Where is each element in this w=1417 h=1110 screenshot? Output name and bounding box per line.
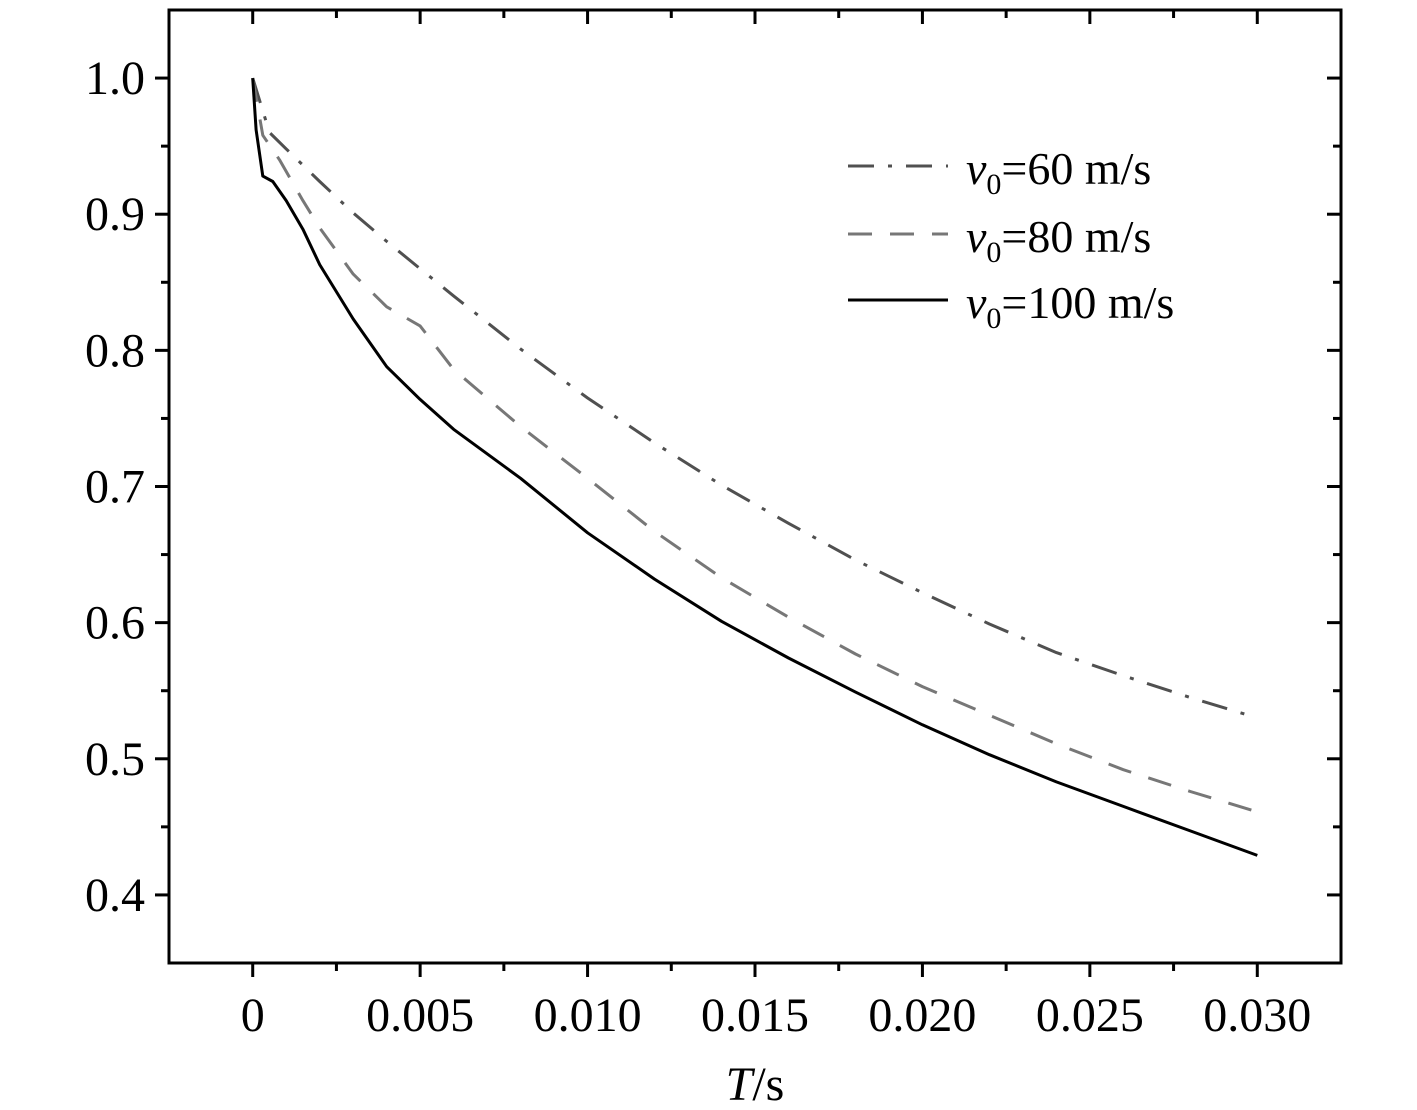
y-tick-label: 1.0 xyxy=(85,52,145,105)
legend-symbol: v xyxy=(966,277,987,328)
x-tick-label: 0.005 xyxy=(366,989,474,1042)
x-tick-label: 0.020 xyxy=(868,989,976,1042)
legend-subscript: 0 xyxy=(986,302,1001,335)
x-axis-label-symbol: T xyxy=(726,1058,756,1110)
x-axis-label-unit: /s xyxy=(752,1058,784,1110)
series-lines xyxy=(251,77,1258,857)
y-tick-label: 0.8 xyxy=(85,324,145,377)
x-tick-label: 0.025 xyxy=(1036,989,1144,1042)
series-line-1 xyxy=(251,77,1258,814)
x-tick-label: 0 xyxy=(241,989,265,1042)
legend-symbol: v xyxy=(966,211,987,262)
x-tick-label: 0.015 xyxy=(701,989,809,1042)
legend-label: v0=100 m/s xyxy=(966,277,1174,335)
series-line-0 xyxy=(251,77,1258,720)
ticks xyxy=(155,10,1341,977)
x-tick-label: 0.010 xyxy=(534,989,642,1042)
y-tick-label: 0.4 xyxy=(85,869,145,922)
y-tick-label: 0.6 xyxy=(85,597,145,650)
legend-subscript: 0 xyxy=(986,168,1001,201)
legend-label: v0=60 m/s xyxy=(966,143,1151,201)
y-tick-label: 0.9 xyxy=(85,188,145,241)
legend-text: =60 m/s xyxy=(1001,143,1151,194)
x-axis-label: T/s xyxy=(726,1058,785,1110)
legend-subscript: 0 xyxy=(986,236,1001,269)
legend-text: =100 m/s xyxy=(1001,277,1174,328)
y-tick-label: 0.5 xyxy=(85,733,145,786)
series-line-2 xyxy=(251,78,1258,857)
plot-frame xyxy=(167,8,1343,965)
legend-label: v0=80 m/s xyxy=(966,211,1151,269)
legend: v0=60 m/sv0=80 m/sv0=100 m/s xyxy=(848,143,1174,335)
legend-symbol: v xyxy=(966,143,987,194)
x-tick-label: 0.030 xyxy=(1203,989,1311,1042)
y-tick-label: 0.7 xyxy=(85,461,145,514)
tick-labels: 0 0.005 0.010 0.015 0.020 0.025 0.030 0.4 0.5 0.6… xyxy=(85,52,1311,1042)
legend-text: =80 m/s xyxy=(1001,211,1151,262)
